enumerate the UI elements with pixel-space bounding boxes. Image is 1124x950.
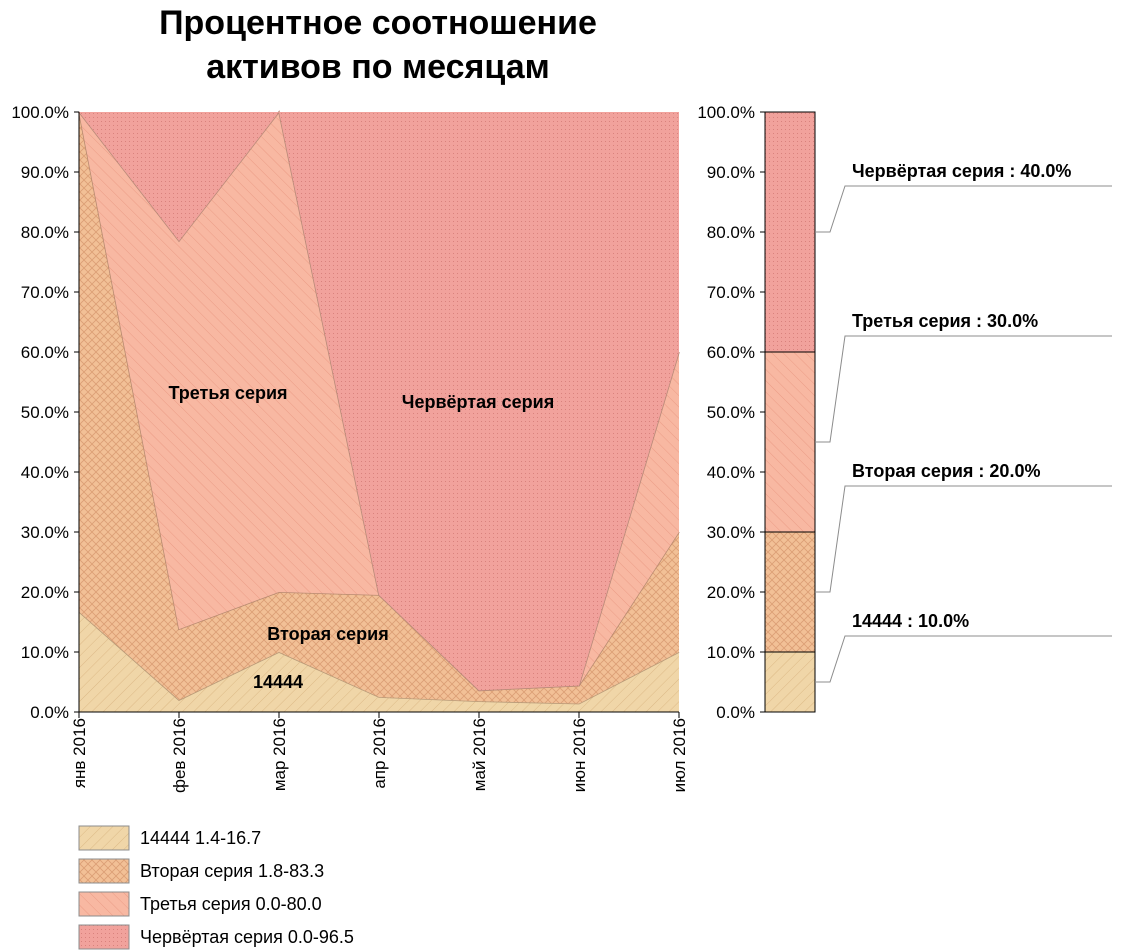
chart-title-line-1: Процентное соотношение [159,4,597,42]
area-series-1 [79,611,679,712]
side-segment-label: Червёртая серия : 40.0% [852,161,1071,181]
side-y-tick-label: 10.0% [707,643,755,662]
y-tick-label: 0.0% [30,703,69,722]
side-segment-label: 14444 : 10.0% [852,611,969,631]
side-percent-bar: 0.0% 10.0% 20.0% 30.0% 40.0% 50.0% 60.0% 70.0% 8… [697,103,1112,722]
x-tick-label: янв 2016 [70,718,89,788]
area-series-3 [79,112,679,691]
x-tick-label: май 2016 [470,718,489,791]
x-tick-label: фев 2016 [170,718,189,793]
legend: 14444 1.4-16.7 Вторая серия 1.8-83.3 Треть… [78,825,354,950]
chart-title-line-2: активов по месяцам [206,48,550,86]
x-tick-label: июл 2016 [670,718,689,792]
side-y-tick-label: 90.0% [707,163,755,182]
y-tick-label: 30.0% [21,523,69,542]
side-leader-line [815,185,1112,233]
legend-swatch [78,825,130,851]
y-tick-label: 20.0% [21,583,69,602]
side-segment-label: Третья серия : 30.0% [852,311,1038,331]
x-tick-label: июн 2016 [570,718,589,792]
y-tick-label: 100.0% [11,103,69,122]
area-series-4 [79,112,679,691]
side-segment-label: Вторая серия : 20.0% [852,461,1040,481]
legend-swatch [78,891,130,917]
y-tick-label: 60.0% [21,343,69,362]
area-label-series-3: Третья серия [168,383,287,403]
side-y-tick-label: 40.0% [707,463,755,482]
side-leader-line [815,635,1112,683]
y-tick-label: 80.0% [21,223,69,242]
main-axes: 0.0% 10.0% 20.0% 30.0% 40.0% 50.0% 60.0% 70.0% 8… [11,103,689,793]
area-label-series-1: 14444 [253,672,303,692]
side-y-tick-label: 70.0% [707,283,755,302]
area-series-2 [79,112,679,704]
legend-entry-label: Третья серия 0.0-80.0 [140,894,322,914]
area-label-series-2: Вторая серия [267,624,388,644]
side-bar-segment-4 [764,111,816,353]
legend-entry-label: Вторая серия 1.8-83.3 [140,861,324,881]
side-bar-segment-3 [764,351,816,533]
side-y-tick-label: 100.0% [697,103,755,122]
side-y-tick-label: 80.0% [707,223,755,242]
y-tick-label: 90.0% [21,163,69,182]
y-tick-label: 70.0% [21,283,69,302]
legend-entry-label: 14444 1.4-16.7 [140,828,261,848]
side-leader-line [815,335,1112,443]
legend-entry-label: Червёртая серия 0.0-96.5 [140,927,354,947]
x-tick-label: мар 2016 [270,718,289,791]
side-y-tick-label: 20.0% [707,583,755,602]
plot-area [78,110,680,712]
side-bar-segment-2 [764,531,816,653]
legend-swatch [78,858,130,884]
side-bar-segment-1 [764,651,816,713]
legend-swatch [78,924,130,950]
y-tick-label: 50.0% [21,403,69,422]
x-tick-label: апр 2016 [370,718,389,789]
y-tick-label: 40.0% [21,463,69,482]
side-y-tick-label: 50.0% [707,403,755,422]
side-y-tick-label: 60.0% [707,343,755,362]
side-y-tick-label: 0.0% [716,703,755,722]
side-leader-line [815,485,1112,593]
area-label-series-4: Червёртая серия [402,392,554,412]
y-tick-label: 10.0% [21,643,69,662]
side-y-tick-label: 30.0% [707,523,755,542]
